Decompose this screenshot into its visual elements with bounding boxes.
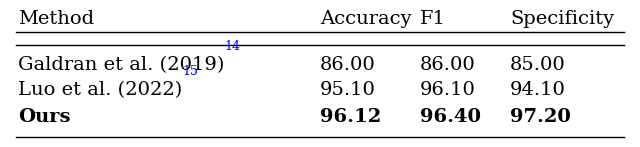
Text: 96.40: 96.40 xyxy=(420,108,481,126)
Text: 15: 15 xyxy=(182,65,198,78)
Text: 96.10: 96.10 xyxy=(420,81,476,99)
Text: 86.00: 86.00 xyxy=(420,56,476,74)
Text: Ours: Ours xyxy=(18,108,70,126)
Text: 14: 14 xyxy=(225,40,241,53)
Text: 86.00: 86.00 xyxy=(320,56,376,74)
Text: 85.00: 85.00 xyxy=(510,56,566,74)
Text: 95.10: 95.10 xyxy=(320,81,376,99)
Text: F1: F1 xyxy=(420,10,446,28)
Text: Method: Method xyxy=(18,10,94,28)
Text: Accuracy: Accuracy xyxy=(320,10,412,28)
Text: 96.12: 96.12 xyxy=(320,108,381,126)
Text: Luo et al. (2022): Luo et al. (2022) xyxy=(18,81,182,99)
Text: Galdran et al. (2019): Galdran et al. (2019) xyxy=(18,56,225,74)
Text: 97.20: 97.20 xyxy=(510,108,571,126)
Text: Specificity: Specificity xyxy=(510,10,614,28)
Text: 94.10: 94.10 xyxy=(510,81,566,99)
